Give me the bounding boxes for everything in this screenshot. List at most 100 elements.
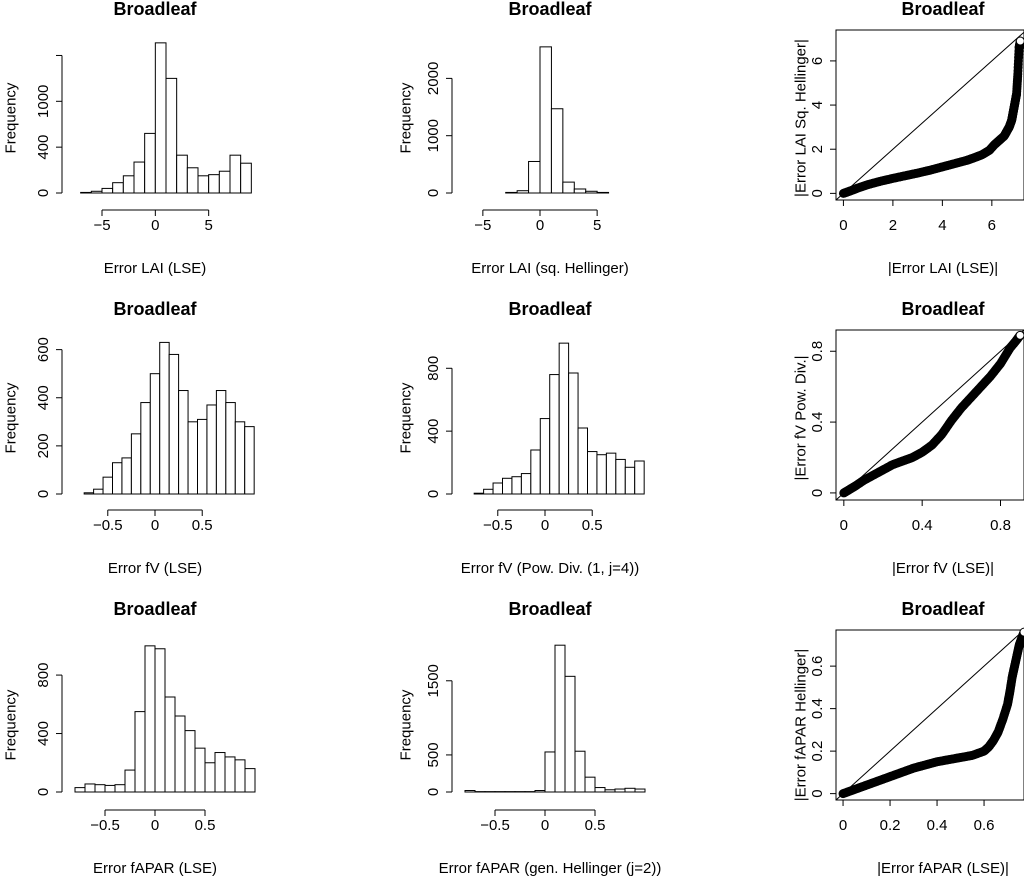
x-tick-label: −0.5 bbox=[483, 517, 513, 534]
x-tick-label: −0.5 bbox=[90, 817, 120, 834]
x-axis-label: Error fV (Pow. Div. (1, j=4)) bbox=[461, 560, 640, 577]
y-tick-label: 1000 bbox=[425, 119, 442, 152]
histogram-bar bbox=[614, 788, 626, 793]
histogram-bar bbox=[244, 426, 255, 495]
y-tick-label: 0 bbox=[35, 490, 52, 498]
histogram-bar bbox=[186, 167, 199, 194]
x-axis-label: Error LAI (LSE) bbox=[104, 260, 207, 277]
histogram-bar bbox=[634, 788, 646, 793]
y-axis-label: Frequency bbox=[397, 689, 414, 760]
y-axis-label: |Error fAPAR Hellinger| bbox=[792, 649, 809, 802]
histogram-bar bbox=[94, 784, 106, 793]
histogram-bar bbox=[596, 454, 607, 495]
histogram-bar bbox=[80, 191, 92, 194]
histogram-bar bbox=[101, 187, 114, 194]
histogram-bar bbox=[544, 751, 556, 793]
histogram-bar bbox=[234, 759, 246, 793]
histogram-bar bbox=[144, 132, 156, 194]
x-tick-label: −0.5 bbox=[480, 817, 510, 834]
y-tick-label: 0 bbox=[425, 189, 442, 197]
x-tick-label: 5 bbox=[204, 217, 212, 234]
y-tick-label: 200 bbox=[35, 433, 52, 458]
histogram-bar bbox=[624, 466, 636, 495]
y-tick-label: 6 bbox=[809, 57, 826, 65]
histogram-bar bbox=[84, 783, 96, 793]
histogram-bar bbox=[194, 747, 206, 793]
histogram-bar bbox=[204, 762, 216, 793]
histogram-bar bbox=[562, 181, 575, 194]
y-tick-label: 0 bbox=[35, 189, 52, 197]
chart-title: Broadleaf bbox=[901, 0, 985, 19]
histogram-bar bbox=[584, 776, 596, 793]
y-tick-label: 800 bbox=[425, 356, 442, 381]
x-tick-label: −0.5 bbox=[93, 517, 123, 534]
histogram-bar bbox=[224, 756, 236, 793]
histogram-bar bbox=[554, 644, 566, 793]
histogram-bar bbox=[144, 645, 156, 793]
y-tick-label: 2000 bbox=[425, 62, 442, 95]
plot-frame bbox=[835, 329, 1024, 501]
histogram-bar bbox=[505, 191, 518, 194]
histogram-bar bbox=[168, 353, 180, 495]
x-axis-label: Error LAI (sq. Hellinger) bbox=[471, 260, 629, 277]
histogram-bar bbox=[473, 492, 485, 495]
histogram-bar bbox=[165, 77, 178, 194]
histogram-bar bbox=[206, 404, 217, 495]
y-tick-label: 0.6 bbox=[809, 656, 826, 677]
chart-title: Broadleaf bbox=[113, 299, 197, 319]
histogram-bar bbox=[184, 730, 196, 793]
histogram-bar bbox=[234, 421, 246, 495]
histogram-bar bbox=[574, 750, 586, 793]
histogram-bar bbox=[511, 476, 522, 495]
histogram-bar bbox=[634, 460, 645, 495]
chart-title: Broadleaf bbox=[508, 0, 592, 19]
histogram-bar bbox=[568, 372, 579, 495]
histogram-bar bbox=[615, 458, 626, 495]
x-axis-label: Error fV (LSE) bbox=[108, 560, 202, 577]
x-axis-label: Error fAPAR (gen. Hellinger (j=2)) bbox=[439, 860, 662, 877]
histogram-bar bbox=[577, 427, 588, 495]
x-tick-label: 0 bbox=[151, 817, 159, 834]
y-tick-label: 0 bbox=[35, 788, 52, 796]
x-tick-label: 4 bbox=[938, 217, 946, 234]
chart-title: Broadleaf bbox=[113, 0, 197, 19]
y-tick-label: 400 bbox=[35, 385, 52, 410]
y-tick-label: 0.4 bbox=[809, 412, 826, 433]
y-tick-label: 2 bbox=[809, 145, 826, 153]
y-tick-label: 0.4 bbox=[809, 698, 826, 719]
histogram-bar bbox=[104, 784, 116, 793]
x-axis-label: Error fAPAR (LSE) bbox=[93, 860, 217, 877]
x-tick-label: 0.4 bbox=[927, 817, 948, 834]
x-tick-label: 0 bbox=[541, 817, 549, 834]
x-tick-label: 0 bbox=[839, 817, 847, 834]
y-tick-label: 400 bbox=[35, 135, 52, 160]
histogram-bar bbox=[492, 482, 503, 495]
histogram-bar bbox=[624, 787, 636, 793]
histogram-bar bbox=[133, 161, 146, 194]
x-tick-label: 0.6 bbox=[974, 817, 995, 834]
histogram-bar bbox=[520, 473, 532, 495]
y-axis-label: Frequency bbox=[397, 382, 414, 453]
histogram-bar bbox=[176, 154, 188, 194]
histogram-bar bbox=[564, 675, 576, 793]
histogram-bar bbox=[528, 160, 541, 194]
histogram-bar bbox=[550, 108, 564, 194]
histogram-bar bbox=[502, 477, 513, 495]
histogram-bar bbox=[573, 188, 587, 194]
histogram-bar bbox=[225, 402, 236, 495]
histogram-bar bbox=[174, 715, 186, 793]
x-tick-label: 0 bbox=[840, 517, 848, 534]
histogram-bar bbox=[585, 190, 598, 194]
y-axis-label: Frequency bbox=[397, 82, 414, 153]
data-point bbox=[1015, 330, 1024, 340]
histogram-bar bbox=[208, 174, 220, 194]
y-axis-label: |Error fV Pow. Div.| bbox=[792, 355, 809, 480]
x-tick-label: 0 bbox=[839, 217, 847, 234]
histogram-bar bbox=[604, 789, 616, 793]
y-tick-label: 500 bbox=[425, 742, 442, 767]
chart-title: Broadleaf bbox=[901, 299, 985, 319]
histogram-bar bbox=[197, 175, 210, 194]
histogram-bar bbox=[140, 402, 151, 495]
y-axis-label: Frequency bbox=[2, 382, 19, 453]
x-tick-label: 0 bbox=[151, 217, 159, 234]
